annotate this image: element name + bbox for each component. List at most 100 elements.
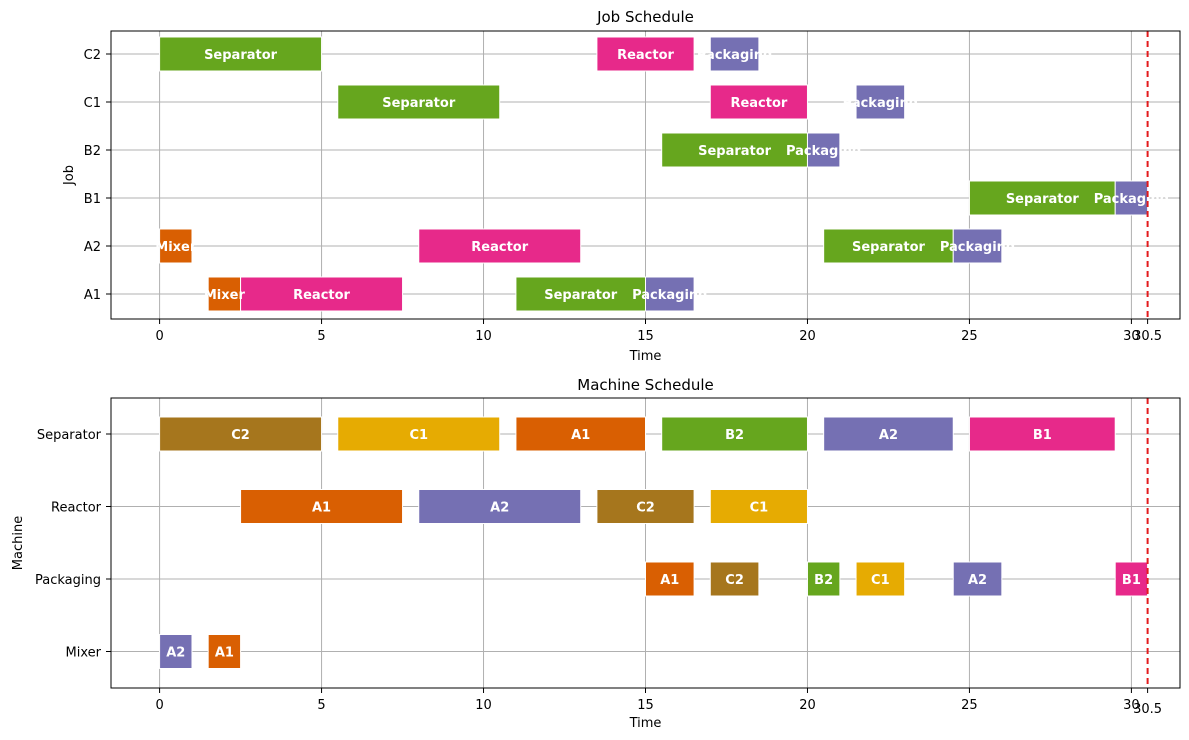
x-tick-label: 20 xyxy=(799,698,816,713)
x-tick-label: 0 xyxy=(155,698,163,713)
bar-label: A2 xyxy=(968,573,987,588)
y-axis-label: Machine xyxy=(11,516,26,570)
x-tick-label: 10 xyxy=(475,698,492,713)
x-tick-label: 5 xyxy=(317,329,325,344)
x-tick-label: 0 xyxy=(155,329,163,344)
y-tick-label: B1 xyxy=(84,192,101,207)
chart-panel-1: Job Schedule Separator Reactor Packaging Sep… xyxy=(62,8,1181,364)
deadline-tick-label: 30.5 xyxy=(1133,329,1162,344)
bar-c1-packaging xyxy=(855,84,906,120)
bar-reactor-a2 xyxy=(418,489,582,524)
bar-separator-a2 xyxy=(823,416,954,452)
bar-packaging-a1 xyxy=(645,561,695,597)
x-axis-label: Time xyxy=(629,716,662,731)
y-axis-label: Job xyxy=(62,165,77,186)
y-tick-label: Packaging xyxy=(35,573,101,588)
x-tick-label: 5 xyxy=(317,698,325,713)
bar-label: B1 xyxy=(1033,428,1052,443)
bar-label: Mixer xyxy=(204,288,246,303)
y-tick-label: A1 xyxy=(84,288,101,303)
bar-a2-reactor xyxy=(418,228,582,264)
bar-label: C1 xyxy=(409,428,428,443)
y-tick-label: B2 xyxy=(84,144,101,159)
bar-label: Separator xyxy=(852,240,926,255)
bar-b1-packaging xyxy=(1114,180,1149,216)
bar-label: Separator xyxy=(204,48,278,63)
bar-packaging-b2 xyxy=(806,561,841,597)
y-tick-label: Separator xyxy=(37,428,102,443)
bar-a1-packaging xyxy=(645,276,695,312)
bar-label: B1 xyxy=(1122,573,1141,588)
bar-separator-c1 xyxy=(337,416,501,452)
bar-label: C2 xyxy=(231,428,250,443)
x-tick-label: 10 xyxy=(475,329,492,344)
x-tick-label: 25 xyxy=(961,329,978,344)
bar-separator-b1 xyxy=(968,416,1116,452)
bar-label: Separator xyxy=(544,288,618,303)
bar-b2-separator xyxy=(661,132,808,168)
bar-label: Separator xyxy=(698,144,772,159)
bar-a2-packaging xyxy=(952,228,1003,264)
chart-title: Machine Schedule xyxy=(577,376,714,394)
bar-separator-c2 xyxy=(159,416,323,452)
bar-separator-a1 xyxy=(515,416,647,452)
bar-label: A2 xyxy=(490,501,509,516)
bar-b2-packaging xyxy=(806,132,841,168)
bar-packaging-b1 xyxy=(1114,561,1149,597)
bar-label: Packaging xyxy=(786,144,861,159)
bar-label: Packaging xyxy=(843,96,918,111)
bar-a1-reactor xyxy=(240,276,404,312)
bar-label: Reactor xyxy=(471,240,528,255)
bar-packaging-c1 xyxy=(855,561,906,597)
bar-label: C1 xyxy=(871,573,890,588)
bar-mixer-a1 xyxy=(207,634,242,669)
y-tick-label: C1 xyxy=(84,96,101,111)
bar-packaging-c2 xyxy=(709,561,760,597)
bar-label: Packaging xyxy=(632,288,707,303)
bar-label: Packaging xyxy=(1094,192,1169,207)
x-tick-label: 15 xyxy=(637,698,654,713)
x-tick-label: 15 xyxy=(637,329,654,344)
chart-title: Job Schedule xyxy=(596,8,694,26)
x-axis-label: Time xyxy=(629,349,662,364)
bar-label: A2 xyxy=(879,428,898,443)
x-tick-label: 25 xyxy=(961,698,978,713)
chart-panel-2: Machine Schedule C2 C1 A1 B2 A2 B1 A1 A2 C2 C1 A1 C2… xyxy=(11,376,1181,731)
bar-reactor-c2 xyxy=(596,489,695,524)
y-tick-label: C2 xyxy=(84,48,101,63)
bar-label: C1 xyxy=(750,501,769,516)
bar-label: Packaging xyxy=(697,48,772,63)
bar-a1-separator xyxy=(515,276,647,312)
bar-label: B2 xyxy=(814,573,833,588)
bar-packaging-a2 xyxy=(952,561,1003,597)
x-tick-label: 30 xyxy=(1123,698,1140,713)
bar-label: Reactor xyxy=(617,48,674,63)
bar-a2-separator xyxy=(823,228,954,264)
y-tick-label: A2 xyxy=(84,240,101,255)
bar-label: Separator xyxy=(382,96,456,111)
bar-reactor-a1 xyxy=(240,489,404,524)
bar-label: A1 xyxy=(571,428,590,443)
bar-c2-packaging xyxy=(709,36,760,72)
bar-a2-mixer xyxy=(159,228,193,264)
x-tick-label: 30 xyxy=(1123,329,1140,344)
bar-label: A1 xyxy=(312,501,331,516)
bar-c2-reactor xyxy=(596,36,695,72)
bar-reactor-c1 xyxy=(709,489,808,524)
bar-label: Reactor xyxy=(730,96,787,111)
bar-label: Separator xyxy=(1006,192,1080,207)
bar-label: C2 xyxy=(725,573,744,588)
bar-label: Packaging xyxy=(940,240,1015,255)
bar-separator-b2 xyxy=(661,416,808,452)
bar-label: A2 xyxy=(166,646,185,661)
bar-label: B2 xyxy=(725,428,744,443)
bar-c2-separator xyxy=(159,36,323,72)
bar-c1-reactor xyxy=(709,84,808,120)
bar-label: C2 xyxy=(636,501,655,516)
y-tick-label: Mixer xyxy=(66,646,102,661)
bar-b1-separator xyxy=(968,180,1116,216)
bar-label: Reactor xyxy=(293,288,350,303)
deadline-tick-label: 30.5 xyxy=(1133,702,1162,717)
x-tick-label: 20 xyxy=(799,329,816,344)
